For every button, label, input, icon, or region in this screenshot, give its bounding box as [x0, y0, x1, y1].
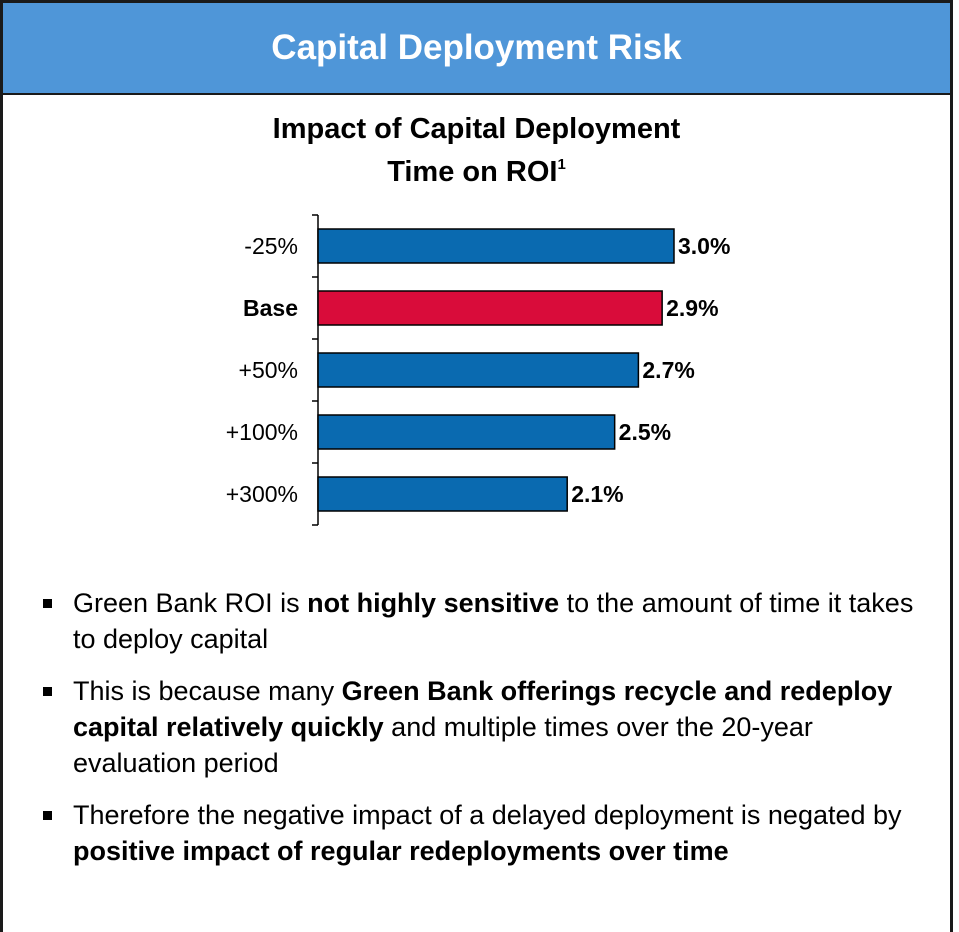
chart-title-line2-text: Time on ROI: [387, 156, 558, 188]
category-label: -25%: [244, 233, 298, 259]
category-label: +50%: [239, 357, 298, 383]
chart-title-line1: Impact of Capital Deployment: [272, 113, 681, 145]
bar: [317, 414, 616, 450]
bar: [317, 352, 640, 388]
bullet-text: Therefore the negative impact of a delay…: [73, 800, 902, 830]
bullet-text: and multiple times over the 20-year eval…: [73, 712, 813, 778]
bullet-list: Green Bank ROI is not highly sensitive t…: [43, 585, 923, 885]
bullet-square-icon: [43, 811, 52, 820]
chart-title-line2: Time on ROI1: [3, 147, 950, 190]
chart-title-footnote: 1: [557, 156, 566, 173]
bullet-item: This is because many Green Bank offering…: [43, 673, 923, 781]
value-label: 2.1%: [571, 481, 623, 507]
bullet-emphasis: Green Bank offerings recycle and redeplo…: [73, 676, 893, 742]
header-bar: Capital Deployment Risk: [3, 3, 950, 95]
header-title: Capital Deployment Risk: [271, 28, 682, 67]
value-label: 3.0%: [678, 233, 730, 259]
bullet-text: This is because many: [73, 676, 342, 706]
value-label: 2.5%: [619, 419, 671, 445]
category-label: +100%: [226, 419, 298, 445]
bullet-square-icon: [43, 599, 52, 608]
bar: [317, 476, 568, 512]
chart-title: Impact of Capital Deployment Time on ROI…: [3, 111, 950, 190]
bullet-text: Green Bank ROI is: [73, 588, 308, 618]
bar-chart: -25% 3.0% Base 2.9% +50% 2.7% +100% 2.5% +300% 2.…: [226, 214, 730, 526]
bullet-item: Green Bank ROI is not highly sensitive t…: [43, 585, 923, 657]
value-label: 2.7%: [642, 357, 694, 383]
bullet-emphasis: not highly sensitive: [307, 588, 560, 618]
bullet-text: to the amount of time it takes to deploy…: [73, 588, 914, 654]
bullet-square-icon: [43, 687, 52, 696]
bar: [317, 228, 675, 264]
value-label: 2.9%: [666, 295, 718, 321]
bar: [317, 290, 663, 326]
category-label: +300%: [226, 481, 298, 507]
bullet-emphasis: positive impact of regular redeployments…: [73, 836, 729, 866]
bullet-item: Therefore the negative impact of a delay…: [43, 797, 923, 869]
category-label: Base: [243, 295, 298, 321]
